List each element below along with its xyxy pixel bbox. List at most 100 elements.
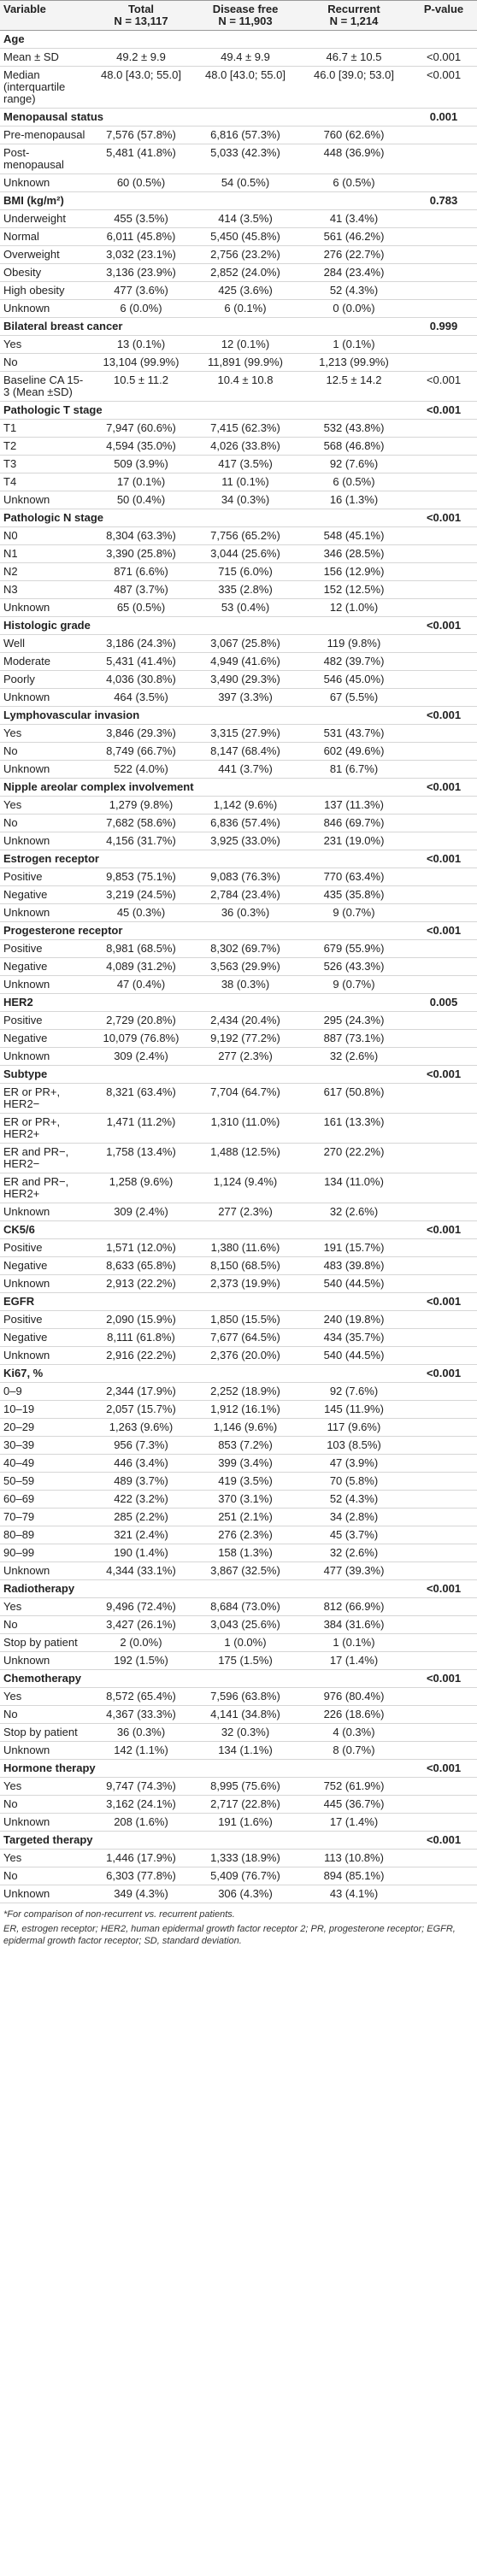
cell-value: 546 (45.0%) — [297, 670, 410, 689]
p-value — [410, 1418, 477, 1437]
data-row: ER or PR+, HER2+ 1,471 (11.2%) 1,310 (11.0… — [0, 1113, 477, 1144]
cell-value: 5,450 (45.8%) — [193, 227, 297, 246]
section-title: Chemotherapy — [0, 1669, 410, 1688]
section-title: BMI (kg/m²) — [0, 191, 410, 210]
data-row: T2 4,594 (35.0%) 4,026 (33.8%) 568 (46.8%) — [0, 437, 477, 456]
cell-value: 134 (1.1%) — [193, 1741, 297, 1760]
cell-value: 2,090 (15.9%) — [89, 1310, 193, 1329]
row-label: No — [0, 353, 89, 372]
data-row: Median (interquartile range) 48.0 [43.0; … — [0, 66, 477, 109]
cell-value: 46.7 ± 10.5 — [297, 48, 410, 67]
p-value: <0.001 — [410, 921, 477, 940]
cell-value: 3,044 (25.6%) — [193, 544, 297, 563]
row-label: No — [0, 1795, 89, 1814]
row-label: Unknown — [0, 832, 89, 850]
p-value — [410, 652, 477, 671]
data-row: Stop by patient 36 (0.3%) 32 (0.3%) 4 (0.3%… — [0, 1723, 477, 1742]
row-label: Positive — [0, 1011, 89, 1030]
p-value — [410, 1143, 477, 1173]
cell-value: 12 (0.1%) — [193, 335, 297, 354]
cell-value: 46.0 [39.0; 53.0] — [297, 66, 410, 109]
cell-value: 0 (0.0%) — [297, 299, 410, 318]
p-value — [410, 1346, 477, 1365]
cell-value: 477 (39.3%) — [297, 1561, 410, 1580]
data-row: Unknown 464 (3.5%) 397 (3.3%) 67 (5.5%) — [0, 688, 477, 707]
p-value — [410, 688, 477, 707]
data-row: 30–39 956 (7.3%) 853 (7.2%) 103 (8.5%) — [0, 1436, 477, 1455]
cell-value: 540 (44.5%) — [297, 1346, 410, 1365]
cell-value: 152 (12.5%) — [297, 580, 410, 599]
cell-value: 4,344 (33.1%) — [89, 1561, 193, 1580]
row-label: T1 — [0, 419, 89, 438]
cell-value: 894 (85.1%) — [297, 1867, 410, 1885]
cell-value: 760 (62.6%) — [297, 126, 410, 144]
p-value — [410, 1400, 477, 1419]
data-row: Obesity 3,136 (23.9%) 2,852 (24.0%) 284 (23… — [0, 263, 477, 282]
cell-value: 7,682 (58.6%) — [89, 814, 193, 832]
cell-value: 36 (0.3%) — [193, 903, 297, 922]
row-label: 80–89 — [0, 1526, 89, 1544]
row-label: 40–49 — [0, 1454, 89, 1473]
p-value — [410, 1113, 477, 1144]
row-label: ER and PR−, HER2− — [0, 1143, 89, 1173]
row-label: Unknown — [0, 1651, 89, 1670]
cell-value: 522 (4.0%) — [89, 760, 193, 779]
cell-value: 119 (9.8%) — [297, 634, 410, 653]
row-label: No — [0, 814, 89, 832]
cell-value: 7,947 (60.6%) — [89, 419, 193, 438]
cell-value: 92 (7.6%) — [297, 455, 410, 473]
row-label: T4 — [0, 473, 89, 491]
column-header: Recurrent N = 1,214 — [297, 0, 410, 31]
row-label: Unknown — [0, 299, 89, 318]
cell-value: 8,572 (65.4%) — [89, 1687, 193, 1706]
data-row: 10–19 2,057 (15.7%) 1,912 (16.1%) 145 (11.9… — [0, 1400, 477, 1419]
p-value — [410, 1083, 477, 1114]
cell-value: 158 (1.3%) — [193, 1544, 297, 1562]
cell-value: 190 (1.4%) — [89, 1544, 193, 1562]
cell-value: 887 (73.1%) — [297, 1029, 410, 1048]
cell-value: 52 (4.3%) — [297, 281, 410, 300]
cell-value: 17 (1.4%) — [297, 1651, 410, 1670]
cell-value: 752 (61.9%) — [297, 1777, 410, 1796]
data-row: ER or PR+, HER2− 8,321 (63.4%) 7,704 (64.7… — [0, 1083, 477, 1114]
row-label: 20–29 — [0, 1418, 89, 1437]
p-value — [410, 1274, 477, 1293]
p-value — [410, 1741, 477, 1760]
p-value — [410, 867, 477, 886]
data-row: Mean ± SD 49.2 ± 9.9 49.4 ± 9.9 46.7 ± 10.5… — [0, 48, 477, 67]
row-label: Poorly — [0, 670, 89, 689]
row-label: 70–79 — [0, 1508, 89, 1526]
row-label: 90–99 — [0, 1544, 89, 1562]
column-header: Variable — [0, 0, 89, 31]
p-value — [410, 299, 477, 318]
cell-value: 45 (3.7%) — [297, 1526, 410, 1544]
p-value: 0.783 — [410, 191, 477, 210]
p-value — [410, 437, 477, 456]
row-label: Pre-menopausal — [0, 126, 89, 144]
data-row: 50–59 489 (3.7%) 419 (3.5%) 70 (5.8%) — [0, 1472, 477, 1491]
data-row: Positive 2,090 (15.9%) 1,850 (15.5%) 240 (1… — [0, 1310, 477, 1329]
row-label: No — [0, 1615, 89, 1634]
row-label: Unknown — [0, 491, 89, 509]
cell-value: 3,032 (23.1%) — [89, 245, 193, 264]
column-title: Total — [127, 3, 155, 15]
cell-value: 60 (0.5%) — [89, 173, 193, 192]
cell-value: 1,471 (11.2%) — [89, 1113, 193, 1144]
cell-value: 48.0 [43.0; 55.0] — [193, 66, 297, 109]
data-row: Overweight 3,032 (23.1%) 2,756 (23.2%) 276 … — [0, 245, 477, 264]
cell-value: 276 (22.7%) — [297, 245, 410, 264]
cell-value: 7,756 (65.2%) — [193, 526, 297, 545]
p-value: <0.001 — [410, 778, 477, 797]
cell-value: 156 (12.9%) — [297, 562, 410, 581]
row-label: Unknown — [0, 1203, 89, 1221]
section-row: HER2 0.005 — [0, 993, 477, 1012]
cell-value: 4,026 (33.8%) — [193, 437, 297, 456]
cell-value: 455 (3.5%) — [89, 209, 193, 228]
p-value — [410, 1597, 477, 1616]
p-value — [410, 1723, 477, 1742]
cell-value: 425 (3.6%) — [193, 281, 297, 300]
row-label: Unknown — [0, 1047, 89, 1066]
cell-value: 1,142 (9.6%) — [193, 796, 297, 815]
cell-value: 306 (4.3%) — [193, 1885, 297, 1903]
